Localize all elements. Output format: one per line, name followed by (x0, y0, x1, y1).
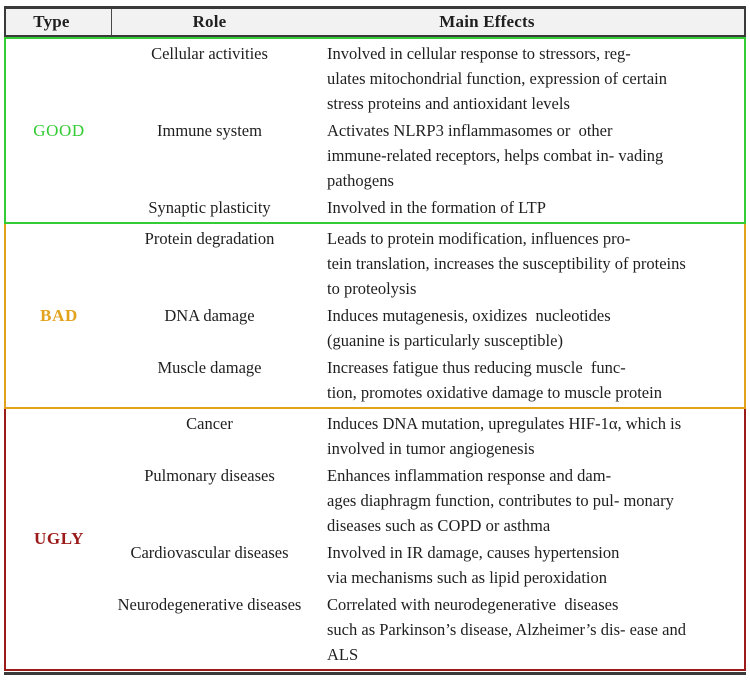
effect-line: diseases such as COPD or asthma (327, 516, 551, 535)
column-header-main-effects: Main Effects (439, 12, 535, 31)
role-cell: Muscle damage (157, 358, 262, 377)
effects-cell: Involved in cellular response to stresso… (307, 41, 744, 116)
effects-cell: Involved in IR damage, causes hypertensi… (307, 540, 744, 590)
effects-cell: Involved in the formation of LTP (307, 195, 744, 220)
role-cell: DNA damage (164, 306, 255, 325)
effect-line: ages diaphragm function, contributes to … (327, 491, 674, 510)
effects-cell: Activates NLRP3 inflammasomes or other im… (307, 118, 744, 193)
effect-line: Increases fatigue thus reducing muscle f… (327, 358, 626, 377)
table-row: Synaptic plasticity Involved in the forma… (112, 195, 744, 220)
effect-line: involved in tumor angiogenesis (327, 439, 535, 458)
table-row: Cellular activities Involved in cellular … (112, 41, 744, 116)
role-cell: Cellular activities (151, 44, 268, 63)
table-row: Pulmonary diseases Enhances inflammation … (112, 463, 744, 538)
effect-line: immune-related receptors, helps combat i… (327, 146, 664, 165)
effect-line: Induces mutagenesis, oxidizes nucleotide… (327, 306, 611, 325)
table-row: DNA damage Induces mutagenesis, oxidizes … (112, 303, 744, 353)
effects-cell: Enhances inflammation response and dam-a… (307, 463, 744, 538)
effects-cell: Leads to protein modification, influence… (307, 226, 744, 301)
table-row: Immune system Activates NLRP3 inflammasom… (112, 118, 744, 193)
table-row: Neurodegenerative diseases Correlated wit… (112, 592, 744, 667)
table-row: Cancer Induces DNA mutation, upregulates … (112, 411, 744, 461)
effect-line: via mechanisms such as lipid peroxidatio… (327, 568, 607, 587)
group-rows: Cellular activities Involved in cellular … (112, 39, 744, 222)
group-ugly: UGLY Cancer Induces DNA mutation, upregula… (4, 409, 746, 671)
effect-line: pathogens (327, 171, 394, 190)
role-cell: Cardiovascular diseases (130, 543, 289, 562)
group-rows: Cancer Induces DNA mutation, upregulates … (112, 409, 744, 669)
effect-line: Enhances inflammation response and dam- (327, 466, 612, 485)
column-header-role: Role (192, 12, 227, 31)
effect-line: ALS (327, 645, 359, 664)
role-cell: Pulmonary diseases (144, 466, 275, 485)
table-body: GOOD Cellular activities Involved in cellu… (4, 37, 746, 671)
table-row: Protein degradation Leads to protein modi… (112, 226, 744, 301)
table-bottom-rule (4, 672, 746, 675)
effect-line: Induces DNA mutation, upregulates HIF-1α… (327, 414, 682, 433)
role-cell: Synaptic plasticity (148, 198, 271, 217)
effect-line: Leads to protein modification, influence… (327, 229, 631, 248)
role-cell: Cancer (186, 414, 233, 433)
group-type-label: BAD (40, 305, 78, 325)
column-header-type: Type (6, 9, 112, 35)
role-cell: Neurodegenerative diseases (117, 595, 302, 614)
effect-line: Involved in the formation of LTP (327, 198, 546, 217)
ros-effects-table: Type Role Main Effects GOOD Cellular acti… (4, 6, 746, 675)
effects-cell: Induces mutagenesis, oxidizes nucleotide… (307, 303, 744, 353)
effect-line: tion, promotes oxidative damage to muscl… (327, 383, 662, 402)
group-rows: Protein degradation Leads to protein modi… (112, 224, 744, 407)
table-header: Type Role Main Effects (4, 6, 746, 37)
effect-line: tein translation, increases the suscepti… (327, 254, 686, 273)
group-type-label: GOOD (33, 120, 85, 140)
effect-line: Activates NLRP3 inflammasomes or other (327, 121, 613, 140)
effect-line: ulates mitochondrial function, expressio… (327, 69, 667, 88)
effects-cell: Increases fatigue thus reducing muscle f… (307, 355, 744, 405)
role-cell: Protein degradation (144, 229, 275, 248)
effect-line: stress proteins and antioxidant levels (327, 94, 570, 113)
effect-line: (guanine is particularly susceptible) (327, 331, 563, 350)
effects-cell: Induces DNA mutation, upregulates HIF-1α… (307, 411, 744, 461)
group-good: GOOD Cellular activities Involved in cellu… (4, 37, 746, 224)
table-row: Cardiovascular diseases Involved in IR da… (112, 540, 744, 590)
effects-cell: Correlated with neurodegenerative diseas… (307, 592, 744, 667)
group-bad: BAD Protein degradation Leads to protein m… (4, 224, 746, 409)
effect-line: to proteolysis (327, 279, 417, 298)
effect-line: Involved in cellular response to stresso… (327, 44, 631, 63)
effect-line: Correlated with neurodegenerative diseas… (327, 595, 619, 614)
table-row: Muscle damage Increases fatigue thus redu… (112, 355, 744, 405)
effect-line: such as Parkinson’s disease, Alzheimer’s… (327, 620, 686, 639)
group-type-label: UGLY (34, 529, 84, 548)
effect-line: Involved in IR damage, causes hypertensi… (327, 543, 620, 562)
role-cell: Immune system (157, 121, 262, 140)
